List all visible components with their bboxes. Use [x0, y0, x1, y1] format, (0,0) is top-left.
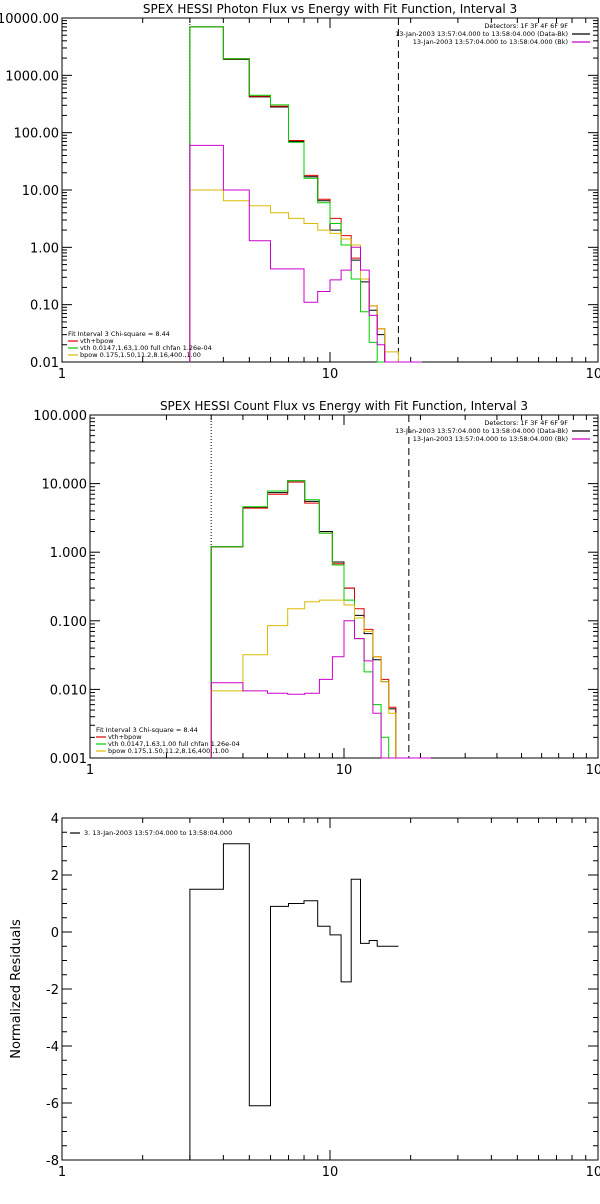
- series-line-1: [189, 26, 422, 363]
- x-tick-label: 100: [586, 367, 600, 382]
- legend-bottom-left-entry: bpow 0.175,1.50,11.2,8.16,400.,1.00: [80, 351, 201, 359]
- series-line-4: [189, 189, 422, 363]
- y-tick-label: 4: [51, 812, 59, 827]
- y-tick-label: 0: [51, 926, 59, 941]
- chart-title: SPEX HESSI Count Flux vs Energy with Fit…: [160, 399, 528, 413]
- y-tick-label: 100.000: [33, 409, 87, 424]
- x-tick-label: 10: [322, 367, 339, 382]
- y-axis: -8 -6 -4 -2 0 2 4: [46, 812, 598, 1169]
- series-line-2: [189, 26, 422, 363]
- legend-bottom-left-entry: vth+bpow: [80, 337, 114, 345]
- chart-panel-1: SPEX HESSI Photon Flux vs Energy with Fi…: [0, 2, 600, 382]
- x-axis: 1 10 100: [86, 415, 600, 778]
- legend-bottom-left-entry: bpow 0.175,1.50,11.2,8.16,400.,1.00: [108, 747, 229, 755]
- y-tick-label: 0.010: [50, 683, 87, 698]
- y-tick-label: 0.001: [50, 752, 87, 767]
- legend-bottom-left-entry: Fit Interval 3 Chi-square = 8.44: [68, 330, 170, 338]
- y-tick-label: 2: [51, 869, 59, 884]
- series-line-3: [210, 480, 431, 759]
- chart-title: SPEX HESSI Photon Flux vs Energy with Fi…: [143, 2, 517, 16]
- y-axis: 0.001 0.010 0.100 1.000 10.000 100.000: [33, 409, 598, 767]
- y-axis: 0.01 0.10 1.00 10.00 100.00 1000.00 10000.00: [0, 12, 598, 371]
- y-tick-label: 1.00: [30, 241, 59, 256]
- series-line-1: [189, 843, 399, 1160]
- series-group: [210, 480, 431, 759]
- legend-bottom-left: Fit Interval 3 Chi-square = 8.44vth+bpow…: [68, 330, 212, 359]
- series-group: [189, 26, 422, 363]
- x-tick-label: 100: [586, 763, 600, 778]
- x-tick-label: 1: [86, 763, 94, 778]
- x-tick-label: 10: [336, 763, 353, 778]
- series-line-2: [210, 481, 431, 759]
- legend-bottom-left-entry: vth 0.0147,1.63,1.00 full chfan 1.26e-04: [80, 344, 212, 352]
- legend-top-right-entry: 13-Jan-2003 13:57:04.000 to 13:58:04.000…: [413, 38, 568, 46]
- plot-frame: [61, 17, 599, 363]
- legend-top-right-entry: 13-Jan-2003 13:57:04.000 to 13:58:04.000…: [413, 435, 568, 443]
- x-axis: 1 10 100: [58, 18, 600, 382]
- y-tick-label: 0.100: [50, 615, 87, 630]
- x-tick-label: 10: [322, 1165, 339, 1180]
- legend-bottom-left-entry: vth 0.0147,1.63,1.00 full chfan 1.26e-04: [108, 740, 240, 748]
- x-axis: 1 10 100: [58, 818, 600, 1180]
- series-line-1: [210, 480, 431, 759]
- series-line-3: [189, 26, 422, 363]
- y-tick-label: 10.000: [42, 478, 88, 493]
- legend-top-right-entry: 13-Jan-2003 13:57:04.000 to 13:58:04.000…: [395, 427, 568, 435]
- chart-panel-2: SPEX HESSI Count Flux vs Energy with Fit…: [33, 399, 600, 778]
- y-tick-label: 1000.00: [5, 69, 59, 84]
- x-tick-label: 1: [58, 367, 66, 382]
- y-tick-label: -8: [46, 1154, 59, 1169]
- y-tick-label: 100.00: [14, 127, 60, 142]
- legend-top-right-entry: Detectors: 1F 3F 4F 6F 9F: [484, 419, 568, 427]
- legend-top-right-entry: 13-Jan-2003 13:57:04.000 to 13:58:04.000…: [395, 30, 568, 38]
- y-tick-label: 10.00: [22, 184, 59, 199]
- legend-top-right-entry: Detectors: 1F 3F 4F 6F 9F: [484, 22, 568, 30]
- legend-bottom-left-entry: vth+bpow: [108, 733, 142, 741]
- chart-panel-3: 1 10 100 -8 -6 -4 -2 0 2 4 Normalized Residuals 3. …: [9, 812, 600, 1180]
- y-tick-label: 0.01: [30, 356, 59, 371]
- legend-top-left-entry: 3. 13-Jan-2003 13:57:04.000 to 13:58:04.…: [84, 829, 232, 837]
- y-axis-label: Normalized Residuals: [9, 919, 24, 1059]
- series-group: [189, 843, 399, 1160]
- y-tick-label: -6: [46, 1097, 59, 1112]
- legend-top-left: 3. 13-Jan-2003 13:57:04.000 to 13:58:04.…: [70, 829, 232, 837]
- x-tick-label: 100: [586, 1165, 600, 1180]
- plot-frame: [61, 817, 599, 1161]
- legend-bottom-left-entry: Fit Interval 3 Chi-square = 8.44: [96, 726, 198, 734]
- series-line-4: [210, 599, 431, 759]
- series-line-5: [189, 144, 422, 363]
- series-line-5: [210, 620, 431, 759]
- y-tick-label: -4: [46, 1040, 59, 1055]
- y-tick-label: 1.000: [50, 546, 87, 561]
- y-tick-label: -2: [46, 983, 59, 998]
- y-tick-label: 10000.00: [0, 12, 59, 27]
- legend-bottom-left: Fit Interval 3 Chi-square = 8.44vth+bpow…: [96, 726, 240, 755]
- x-tick-label: 1: [58, 1165, 66, 1180]
- y-tick-label: 0.10: [30, 299, 59, 314]
